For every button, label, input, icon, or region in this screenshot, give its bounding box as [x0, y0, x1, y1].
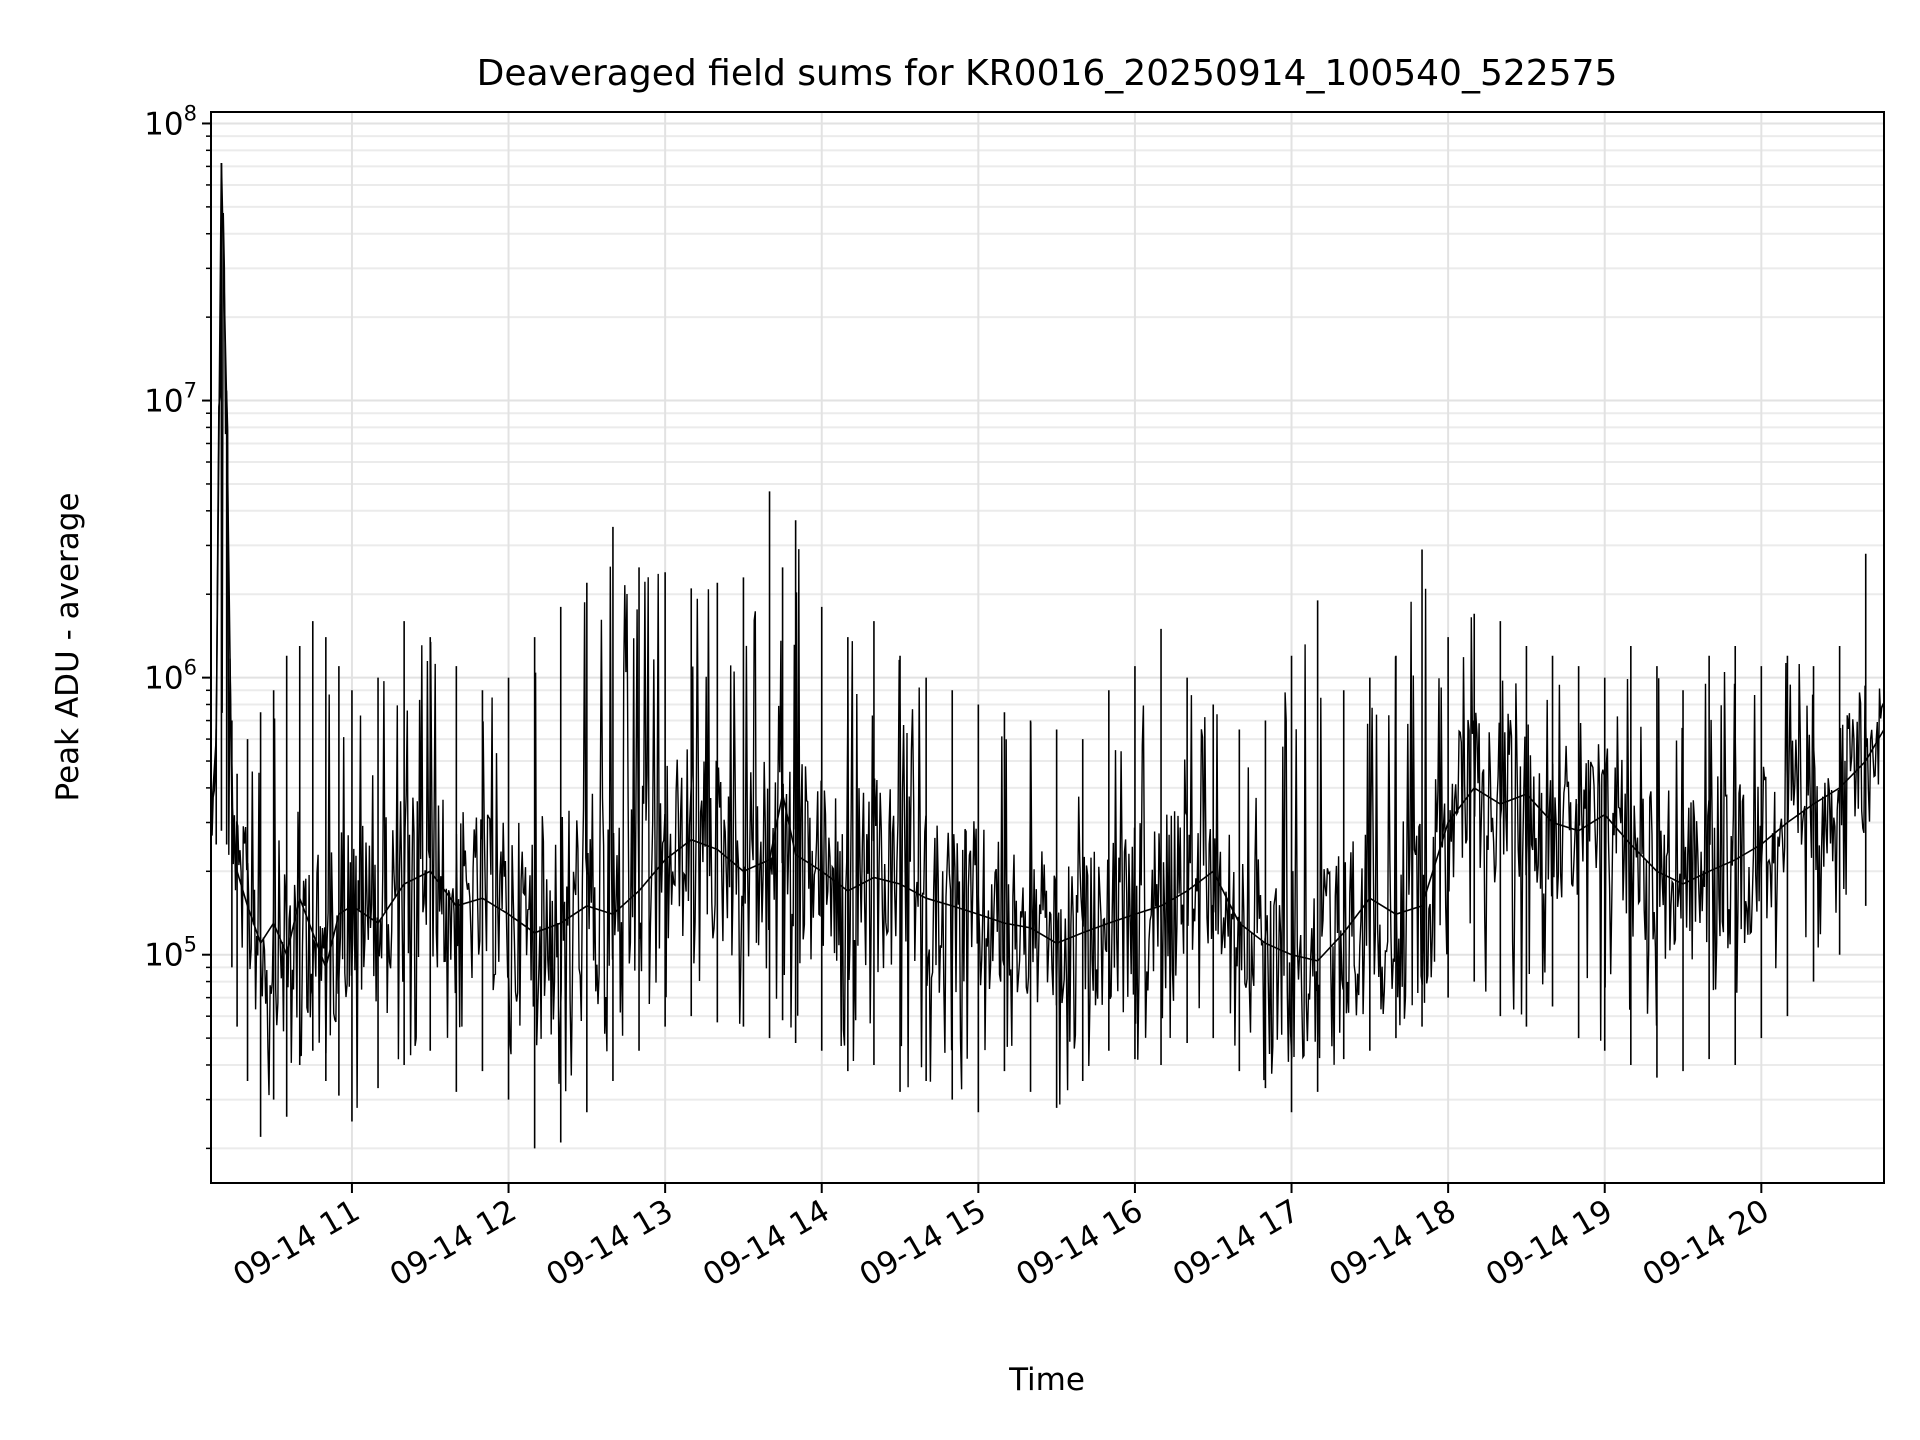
y-tick-label: 107: [144, 379, 197, 420]
series-line: [210, 162, 1885, 971]
series-group: [210, 162, 1885, 1149]
y-axis: 105 106 107 108: [144, 101, 211, 1150]
y-tick-label: 108: [144, 101, 197, 142]
y-tick-label: 106: [144, 656, 197, 697]
plot-frame: [210, 111, 1885, 1184]
y-tick-label: 105: [144, 933, 197, 974]
x-axis-label: Time: [1008, 1362, 1085, 1398]
y-axis-label: Peak ADU - average: [50, 492, 86, 801]
chart-title: Deaveraged field sums for KR0016_2025091…: [477, 53, 1618, 94]
